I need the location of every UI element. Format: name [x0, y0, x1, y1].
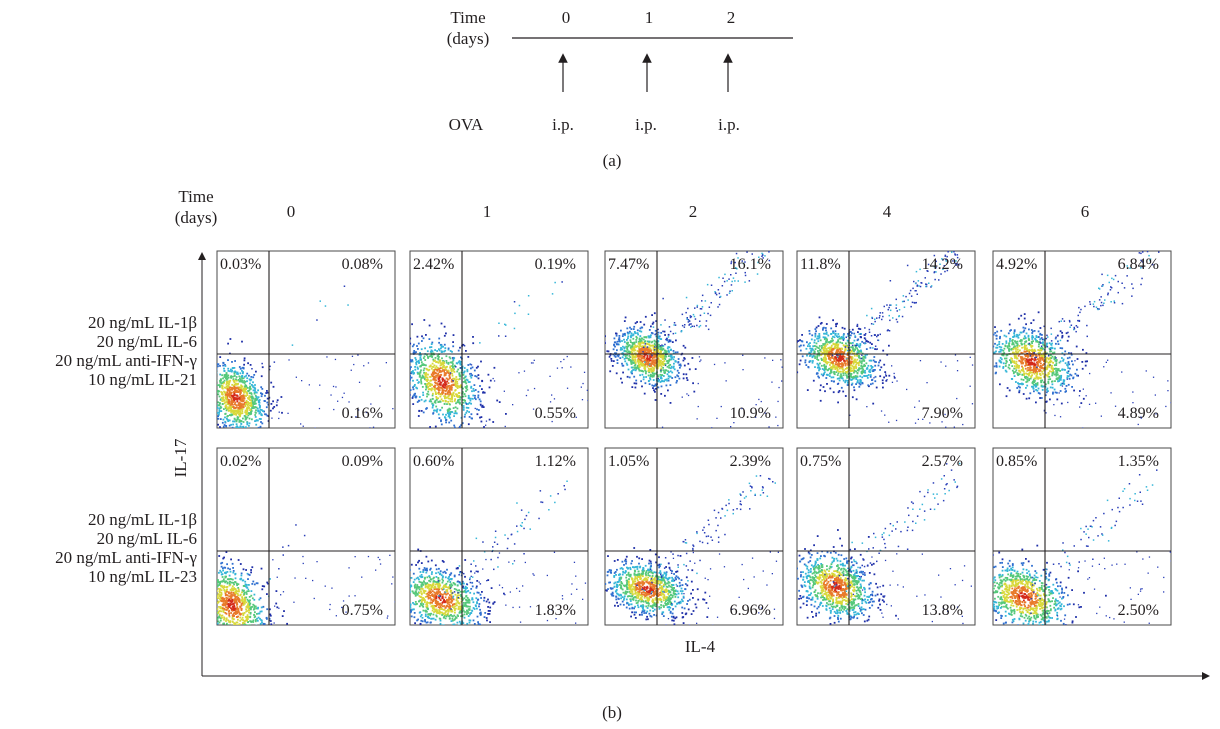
condition-2-line-3: 20 ng/mL anti-IFN-γ: [55, 548, 197, 567]
quadrant-lower-right-percent: 0.75%: [342, 602, 383, 619]
event-dots: [410, 480, 587, 625]
condition-2-line-1: 20 ng/mL IL-1β: [88, 510, 197, 529]
panel-a-time-label: Time: [450, 8, 485, 27]
event-dots: [410, 281, 588, 428]
plot-frame: [796, 250, 976, 429]
quadrant-lower-right-percent: 2.50%: [1118, 602, 1159, 619]
quadrant-upper-right-percent: 16.1%: [730, 256, 771, 273]
panel-b-flow-grid: Time (days) 0 1 2 4 6 IL-17 IL-4 20 ng/m…: [55, 187, 1210, 722]
injection-route-day-1: i.p.: [635, 115, 657, 134]
condition-1-line-4: 10 ng/mL IL-21: [88, 370, 197, 389]
condition-1-line-1: 20 ng/mL IL-1β: [88, 313, 197, 332]
quadrant-upper-left-percent: 1.05%: [608, 453, 649, 470]
day-header-1: 1: [483, 202, 492, 221]
condition-1-line-3: 20 ng/mL anti-IFN-γ: [55, 351, 197, 370]
quadrant-upper-right-percent: 1.12%: [535, 453, 576, 470]
quadrant-upper-right-percent: 2.57%: [922, 453, 963, 470]
ova-label: OVA: [449, 115, 484, 134]
quadrant-lower-right-percent: 13.8%: [922, 602, 963, 619]
panel-b-time-label: Time: [178, 187, 213, 206]
quadrant-upper-left-percent: 0.02%: [220, 453, 261, 470]
flow-plot: 0.60% 1.12% 1.83%: [409, 447, 589, 626]
flow-plot: 11.8% 14.2% 7.90%: [796, 250, 976, 429]
flow-plot: 0.75% 2.57% 13.8%: [796, 447, 976, 626]
panel-b-caption: (b): [602, 703, 622, 722]
event-dots: [993, 469, 1171, 625]
quadrant-lower-right-percent: 6.96%: [730, 602, 771, 619]
quadrant-upper-right-percent: 0.09%: [342, 453, 383, 470]
injection-route-day-2: i.p.: [718, 115, 740, 134]
quadrant-upper-left-percent: 4.92%: [996, 256, 1037, 273]
x-axis-label: IL-4: [685, 637, 716, 656]
day-header-4: 4: [883, 202, 892, 221]
timeline-day-0: 0: [562, 8, 571, 27]
condition-label-row-1: 20 ng/mL IL-1β 20 ng/mL IL-6 20 ng/mL an…: [55, 313, 197, 389]
event-dots: [797, 462, 972, 625]
quadrant-upper-left-percent: 11.8%: [800, 256, 841, 273]
quadrant-upper-right-percent: 6.84%: [1118, 256, 1159, 273]
quadrant-upper-left-percent: 0.85%: [996, 453, 1037, 470]
flow-plot: 0.85% 1.35% 2.50%: [992, 447, 1172, 626]
flow-plot: 0.03% 0.08% 0.16%: [216, 250, 396, 429]
quadrant-upper-left-percent: 0.03%: [220, 256, 261, 273]
plot-frame: [216, 447, 396, 626]
timeline-day-2: 2: [727, 8, 736, 27]
panel-a-timeline: Time (days) 0 1 2 OVA i.p. i.p. i.p. (a): [447, 8, 793, 170]
quadrant-lower-right-percent: 0.16%: [342, 405, 383, 422]
quadrant-upper-right-percent: 1.35%: [1118, 453, 1159, 470]
condition-2-line-4: 10 ng/mL IL-23: [88, 567, 197, 586]
quadrant-lower-right-percent: 1.83%: [535, 602, 576, 619]
quadrant-lower-right-percent: 7.90%: [922, 405, 963, 422]
event-dots: [605, 251, 783, 428]
quadrant-upper-left-percent: 2.42%: [413, 256, 454, 273]
quadrant-upper-left-percent: 0.75%: [800, 453, 841, 470]
day-header-0: 0: [287, 202, 296, 221]
event-dots: [797, 251, 974, 428]
quadrant-upper-left-percent: 0.60%: [413, 453, 454, 470]
flow-plot: 4.92% 6.84% 4.89%: [992, 250, 1172, 429]
event-dots: [217, 285, 394, 428]
plot-frame: [992, 250, 1172, 429]
quadrant-upper-right-percent: 0.19%: [535, 256, 576, 273]
quadrant-upper-right-percent: 2.39%: [730, 453, 771, 470]
condition-2-line-2: 20 ng/mL IL-6: [97, 529, 197, 548]
flow-plot: 7.47% 16.1% 10.9%: [604, 250, 784, 429]
quadrant-lower-right-percent: 10.9%: [730, 405, 771, 422]
event-dots: [605, 475, 779, 625]
flow-plot: 0.02% 0.09% 0.75%: [216, 447, 396, 626]
plot-frame: [604, 447, 784, 626]
injection-route-day-0: i.p.: [552, 115, 574, 134]
quadrant-upper-right-percent: 0.08%: [342, 256, 383, 273]
flow-plot: 2.42% 0.19% 0.55%: [409, 250, 589, 429]
quadrant-upper-right-percent: 14.2%: [922, 256, 963, 273]
day-header-6: 6: [1081, 202, 1090, 221]
condition-label-row-2: 20 ng/mL IL-1β 20 ng/mL IL-6 20 ng/mL an…: [55, 510, 197, 586]
y-axis-label: IL-17: [171, 438, 190, 477]
panel-a-caption: (a): [603, 151, 622, 170]
quadrant-upper-left-percent: 7.47%: [608, 256, 649, 273]
day-header-2: 2: [689, 202, 698, 221]
flow-plots: 0.03% 0.08% 0.16% 2.42% 0.19% 0.55% 7.47% 16.1%…: [216, 250, 1172, 626]
timeline-day-1: 1: [645, 8, 654, 27]
plot-frame: [216, 250, 396, 429]
panel-b-days-label: (days): [175, 208, 217, 227]
plot-frame: [604, 250, 784, 429]
panel-a-days-label: (days): [447, 29, 489, 48]
flow-plot: 1.05% 2.39% 6.96%: [604, 447, 784, 626]
event-dots: [217, 524, 395, 625]
quadrant-lower-right-percent: 0.55%: [535, 405, 576, 422]
condition-1-line-2: 20 ng/mL IL-6: [97, 332, 197, 351]
plot-frame: [409, 250, 589, 429]
quadrant-lower-right-percent: 4.89%: [1118, 405, 1159, 422]
